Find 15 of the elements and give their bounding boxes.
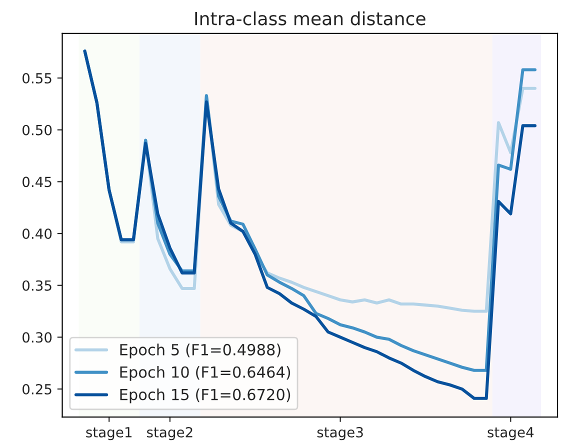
x-tick-label: stage2	[147, 426, 192, 440]
x-tick-label: stage3	[317, 426, 363, 440]
y-tick-label: 0.55	[22, 72, 52, 84]
legend-label: Epoch 15 (F1=0.6720)	[120, 388, 290, 404]
x-tick-label: stage4	[488, 427, 534, 440]
y-tick-label: 0.45	[22, 176, 52, 188]
legend-label: Epoch 5 (F1=0.4988)	[120, 344, 280, 358]
y-tick-label: 0.50	[22, 124, 52, 136]
y-tick-label: 0.25	[22, 384, 52, 394]
chart-title: Intra-class mean distance	[195, 11, 426, 26]
legend-label: Epoch 10 (F1=0.6464)	[120, 366, 290, 381]
x-tick-label: stage1	[86, 427, 132, 440]
y-tick-label: 0.30	[22, 332, 52, 343]
y-tick-label: 0.35	[22, 280, 52, 291]
y-tick-label: 0.40	[22, 228, 52, 239]
